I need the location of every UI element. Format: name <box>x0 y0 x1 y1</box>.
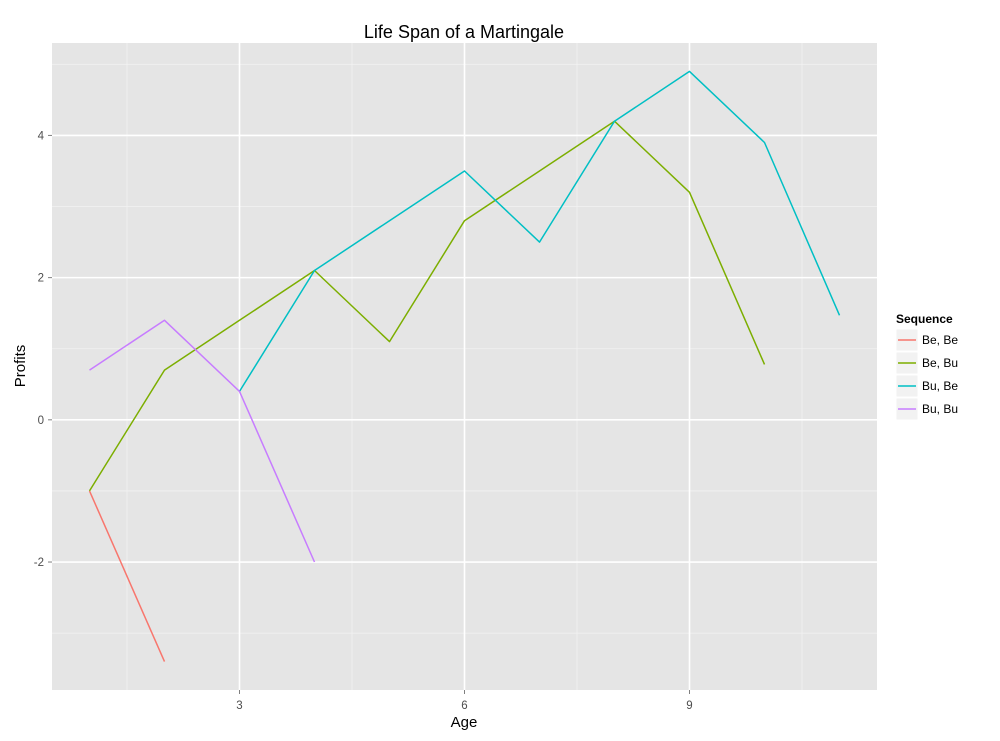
y-axis-ticks: -2 0 2 4 <box>34 130 52 569</box>
series-line-be-be <box>88 490 166 662</box>
major-gridlines <box>52 43 877 690</box>
y-tick-label: 2 <box>38 273 44 285</box>
series-line-bu-bu <box>89 319 316 563</box>
x-tick-label: 9 <box>686 700 692 712</box>
legend-label: Be, Be <box>922 333 958 347</box>
y-tick-label: -2 <box>34 557 44 569</box>
legend-label: Bu, Be <box>922 379 958 393</box>
series-line-bu-be <box>238 70 841 392</box>
x-axis-ticks: 3 6 9 <box>236 690 693 712</box>
series-line-be-bu <box>88 120 766 492</box>
x-tick-label: 3 <box>236 700 242 712</box>
legend-title: Sequence <box>896 312 953 326</box>
legend-item-bu-bu: Bu, Bu <box>895 397 958 421</box>
y-tick-label: 4 <box>38 130 45 142</box>
x-axis-title: Age <box>451 714 478 731</box>
y-tick-label: 0 <box>38 415 44 427</box>
chart-title: Life Span of a Martingale <box>364 22 564 42</box>
x-tick-label: 6 <box>461 700 467 712</box>
series-lines <box>88 70 841 662</box>
legend-item-bu-be: Bu, Be <box>895 374 958 398</box>
legend-label: Bu, Bu <box>922 402 958 416</box>
legend-label: Be, Bu <box>922 356 958 370</box>
legend-item-be-bu: Be, Bu <box>895 351 958 375</box>
y-axis-title: Profits <box>12 345 29 388</box>
legend-items: Be, Be Be, Bu Bu, Be Bu, Bu <box>895 328 958 421</box>
legend: Sequence Be, Be Be, Bu Bu, Be Bu, Bu <box>895 312 958 421</box>
legend-item-be-be: Be, Be <box>895 328 958 352</box>
